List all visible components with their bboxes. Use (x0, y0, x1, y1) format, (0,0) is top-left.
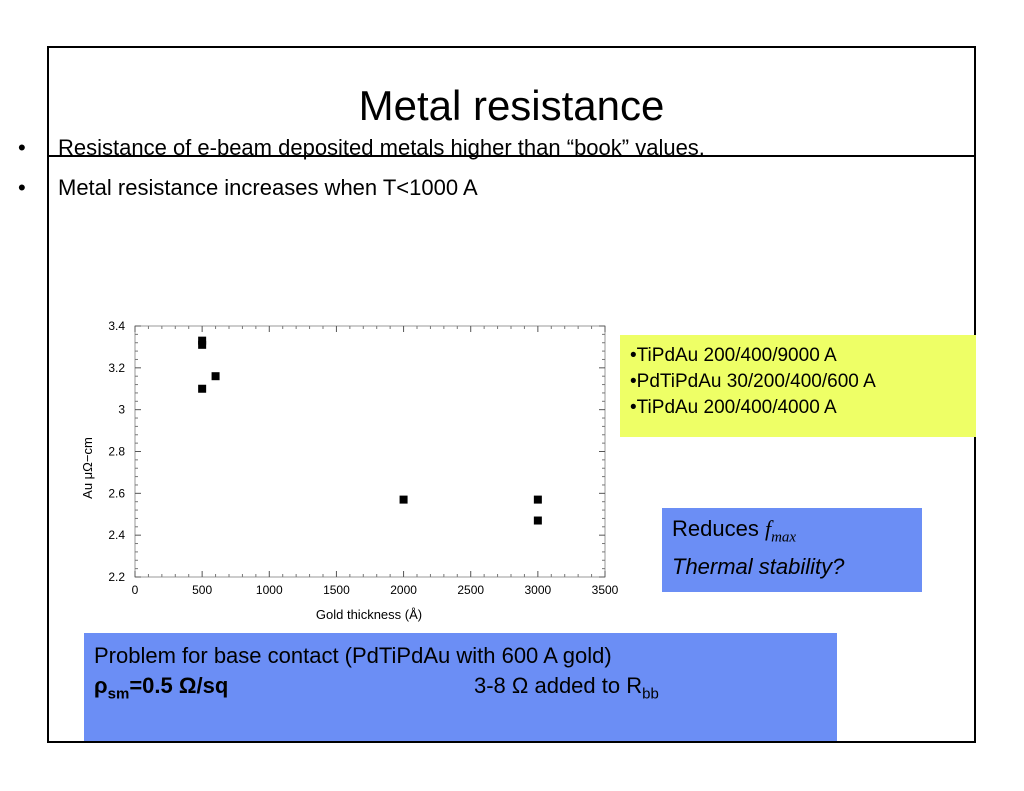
x-tick-label: 500 (192, 583, 212, 597)
chart-axes: 0 500 1000 1500 2000 2500 3000 3500 2.2 2.4 2.6 2.8… (108, 319, 618, 597)
y-tick-label: 3.4 (108, 319, 125, 333)
legend-item: •PdTiPdAu 30/200/400/600 A (630, 371, 876, 392)
bullet-marker: • (18, 175, 26, 200)
bullet-text: Metal resistance increases when T<1000 A (58, 175, 478, 200)
bullet-text: Resistance of e-beam deposited metals hi… (58, 135, 705, 160)
slide-title: Metal resistance (358, 81, 665, 129)
note-box: Reduces fmax Thermal stability? (662, 508, 922, 592)
data-point (533, 516, 542, 525)
chart-points (198, 336, 542, 525)
sheet-resistance: ρsm=0.5 Ω/sq (94, 673, 229, 703)
problem-line: Problem for base contact (PdTiPdAu with … (94, 643, 612, 668)
y-tick-label: 3 (118, 403, 125, 417)
added-resistance: 3-8 Ω added to Rbb (474, 673, 659, 703)
data-point (211, 372, 220, 381)
x-tick-label: 0 (132, 583, 139, 597)
thermal-stability-text: Thermal stability? (672, 554, 845, 580)
x-axis-label: Gold thickness (Å) (316, 607, 422, 622)
legend-item: •TiPdAu 200/400/9000 A (630, 345, 837, 366)
bullet-marker: • (18, 135, 26, 160)
data-point (198, 336, 207, 345)
data-point (198, 340, 207, 349)
slide-frame: Metal resistance (47, 46, 976, 743)
reduces-text: Reduces (672, 516, 759, 541)
y-tick-label: 2.2 (108, 570, 125, 584)
y-tick-label: 2.4 (108, 528, 125, 542)
plot-frame (134, 325, 606, 578)
y-tick-label: 2.6 (108, 486, 125, 500)
y-tick-label: 2.8 (108, 445, 125, 459)
x-tick-label: 1000 (256, 583, 283, 597)
bullet-item: • Resistance of e-beam deposited metals … (18, 128, 705, 168)
x-tick-label: 3000 (525, 583, 552, 597)
x-tick-label: 3500 (592, 583, 619, 597)
sample-legend-box: •TiPdAu 200/400/9000 A •PdTiPdAu 30/200/… (620, 335, 976, 437)
bullet-item: • Metal resistance increases when T<1000… (18, 168, 705, 208)
y-tick-label: 3.2 (108, 361, 125, 375)
legend-item: •TiPdAu 200/400/4000 A (630, 397, 837, 418)
data-point (399, 495, 408, 504)
fmax-symbol: fmax (764, 516, 797, 546)
scatter-chart: 0 500 1000 1500 2000 2500 3000 3500 2.2 2.4 2.6 2.8… (80, 319, 619, 622)
resistance-line: ρsm=0.5 Ω/sq 3-8 Ω added to Rbb (94, 671, 827, 703)
problem-box: Problem for base contact (PdTiPdAu with … (84, 633, 837, 741)
reduces-line: Reduces fmax (672, 514, 912, 552)
data-point (198, 384, 207, 393)
x-tick-label: 1500 (323, 583, 350, 597)
title-bar: Metal resistance (49, 48, 974, 157)
x-tick-label: 2000 (390, 583, 417, 597)
bullet-list: • Resistance of e-beam deposited metals … (18, 128, 705, 208)
data-point (533, 495, 542, 504)
x-tick-label: 2500 (457, 583, 484, 597)
y-axis-label: Au μΩ−cm (80, 437, 95, 499)
